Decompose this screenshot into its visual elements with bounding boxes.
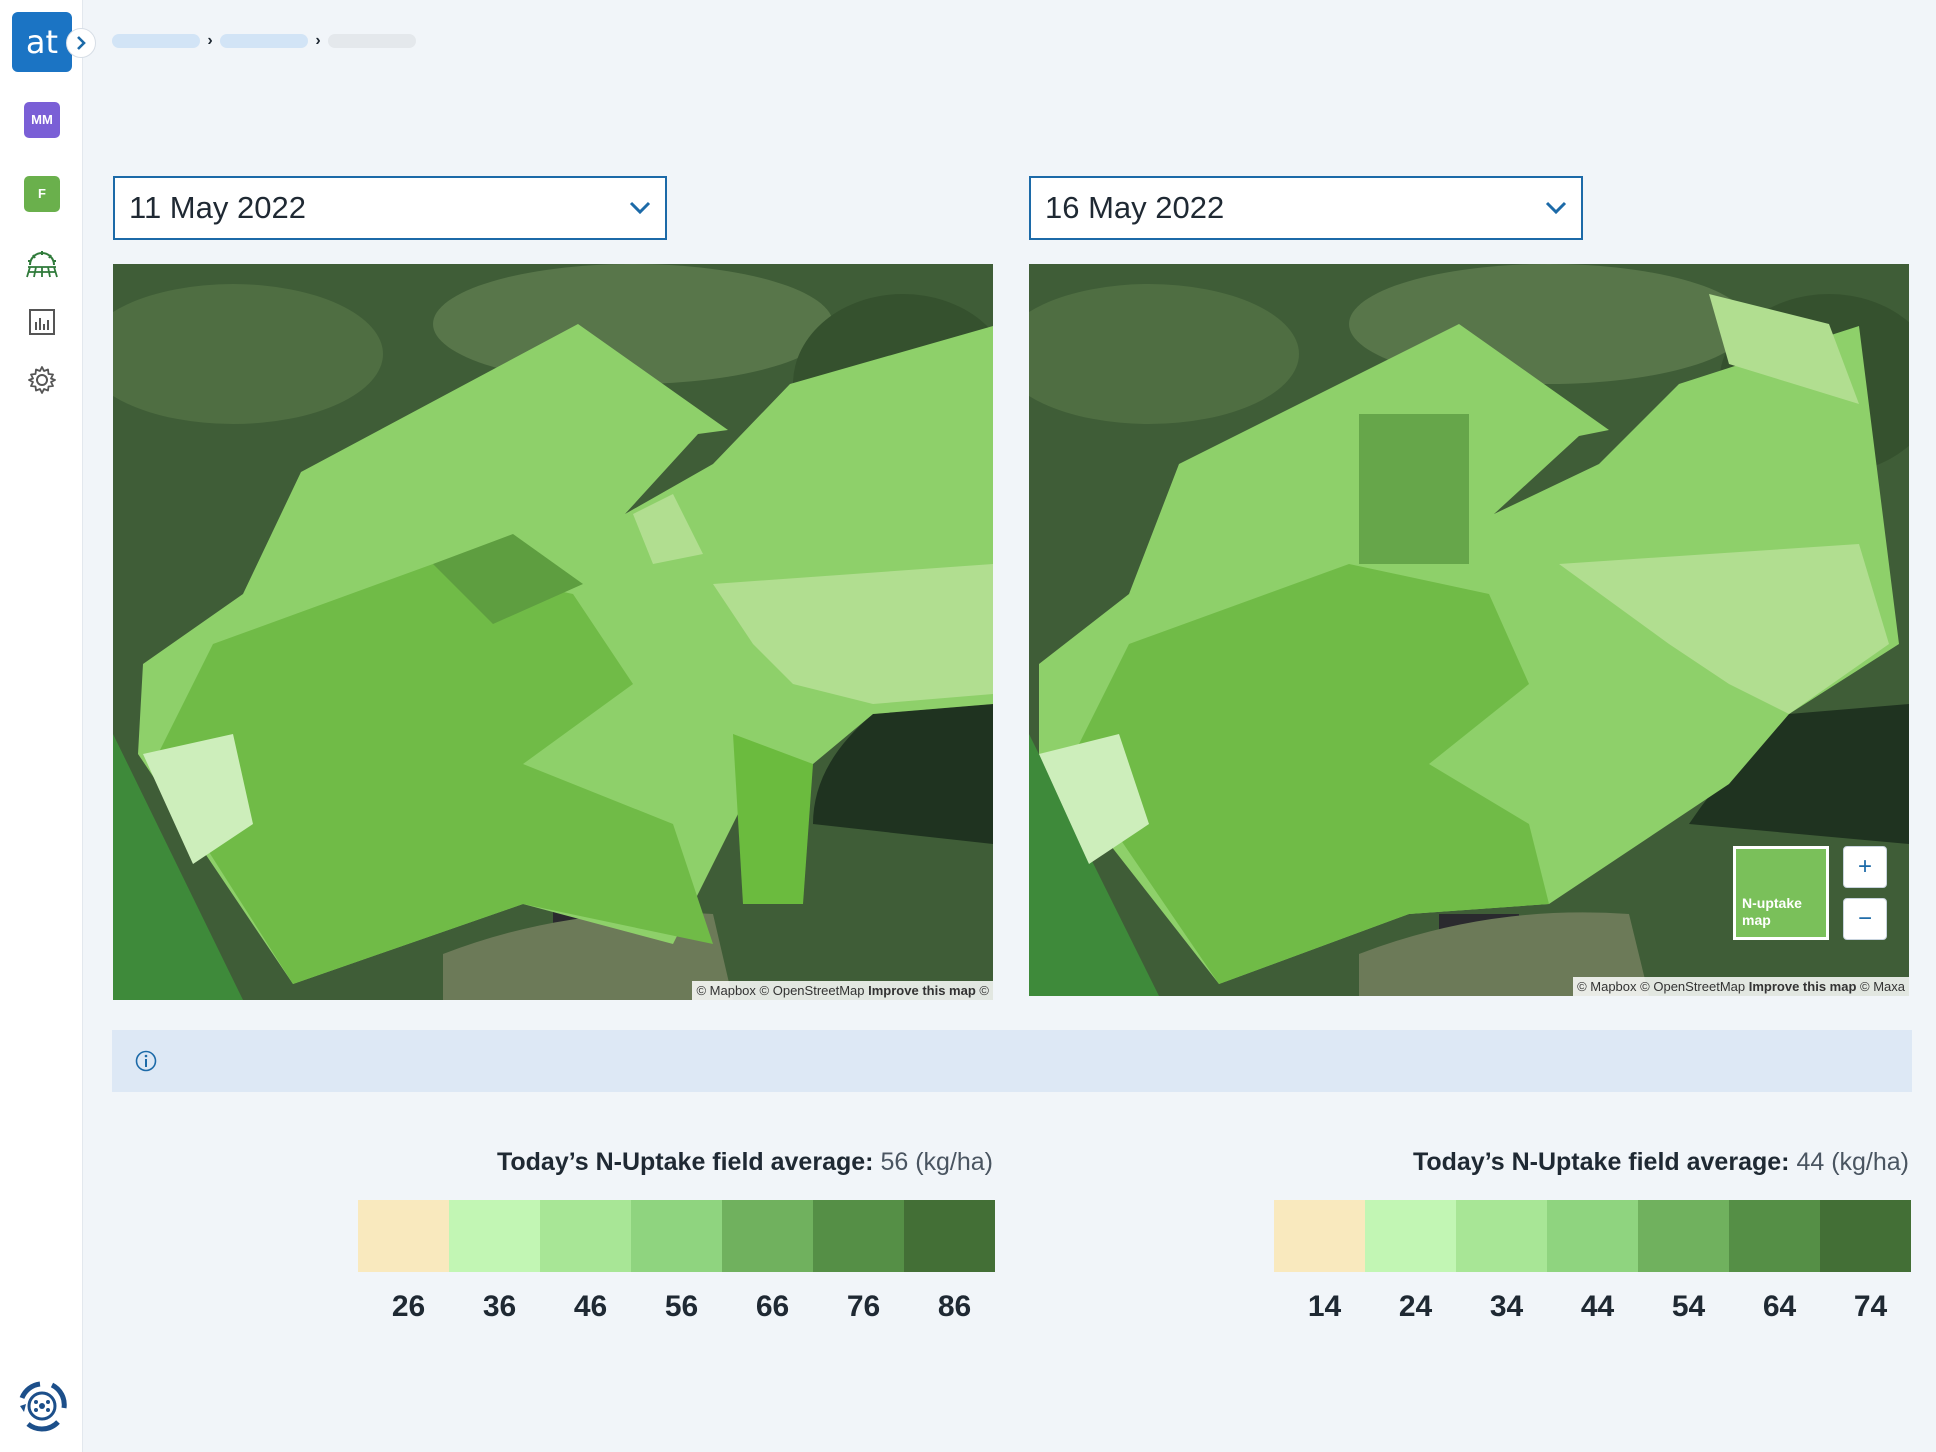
left-scale-ticks: 26 36 46 56 66 76 86: [363, 1290, 1000, 1324]
mapbox-credit[interactable]: © Mapbox: [696, 983, 756, 998]
scale-tick-label: 86: [937, 1290, 972, 1323]
scale-tick-label: 36: [482, 1290, 517, 1323]
chevron-down-icon: [1545, 201, 1567, 215]
scale-cell: [358, 1200, 449, 1272]
zoom-in-button[interactable]: +: [1843, 846, 1887, 888]
improve-map-link[interactable]: Improve this map: [868, 983, 976, 998]
scale-cell: [1638, 1200, 1729, 1272]
right-date-value: 16 May 2022: [1045, 190, 1225, 225]
left-map-attribution: © Mapbox © OpenStreetMap Improve this ma…: [692, 981, 993, 1000]
sidebar-item-fields[interactable]: [24, 246, 60, 282]
field-crop-icon: [26, 251, 58, 278]
left-n-uptake-map[interactable]: © Mapbox © OpenStreetMap Improve this ma…: [113, 264, 993, 1000]
chevron-down-icon: [629, 201, 651, 215]
right-average-value: 44 (kg/ha): [1796, 1148, 1909, 1176]
sidebar-item-reports[interactable]: [24, 304, 60, 340]
left-average-line: Today’s N-Uptake field average: 56 (kg/h…: [358, 1148, 993, 1177]
sidebar-item-farm[interactable]: F: [24, 176, 60, 212]
scale-cell: [449, 1200, 540, 1272]
chevron-right-icon: ›: [315, 32, 321, 49]
left-date-value: 11 May 2022: [129, 190, 306, 225]
osm-credit[interactable]: © OpenStreetMap: [759, 983, 865, 998]
scale-tick-label: 34: [1489, 1290, 1524, 1323]
app-logo[interactable]: at: [12, 12, 72, 72]
improve-map-link[interactable]: Improve this map: [1748, 979, 1857, 994]
left-map-canvas: [113, 264, 993, 1000]
scale-tick-label: 44: [1580, 1290, 1615, 1323]
scale-cell: [631, 1200, 722, 1272]
scale-cell: [1274, 1200, 1365, 1272]
right-scale-ticks: 14 24 34 44 54 64 74: [1279, 1290, 1916, 1324]
scale-tick-label: 46: [573, 1290, 608, 1323]
scale-tick-label: 74: [1853, 1290, 1888, 1323]
scale-cell: [540, 1200, 631, 1272]
zoom-out-button[interactable]: −: [1843, 898, 1887, 940]
right-average-label: Today’s N-Uptake field average:: [1412, 1148, 1790, 1176]
layer-switcher-label: N-uptake map: [1742, 895, 1802, 928]
scale-tick-label: 64: [1762, 1290, 1797, 1323]
breadcrumb-item-placeholder[interactable]: [112, 34, 200, 48]
chevron-right-icon: [77, 36, 86, 50]
scale-cell: [1729, 1200, 1820, 1272]
breadcrumb-item-placeholder: [328, 34, 416, 48]
scale-cell: [722, 1200, 813, 1272]
left-color-scale: [358, 1200, 995, 1272]
info-icon[interactable]: [134, 1049, 158, 1073]
scale-tick-label: 26: [391, 1290, 426, 1323]
left-average-value: 56 (kg/ha): [880, 1148, 993, 1176]
breadcrumb: › ›: [112, 32, 416, 49]
sidebar-expand-button[interactable]: [66, 28, 96, 58]
scale-tick-label: 66: [755, 1290, 790, 1323]
scale-cell: [1456, 1200, 1547, 1272]
left-average-label: Today’s N-Uptake field average:: [496, 1148, 874, 1176]
osm-credit[interactable]: © OpenStreetMap: [1640, 979, 1746, 994]
right-map-attribution: © Mapbox © OpenStreetMap Improve this ma…: [1573, 977, 1909, 996]
scale-cell: [1820, 1200, 1911, 1272]
scale-tick-label: 54: [1671, 1290, 1706, 1323]
right-map-canvas: [1029, 264, 1909, 996]
right-average-line: Today’s N-Uptake field average: 44 (kg/h…: [1274, 1148, 1909, 1177]
sidebar-item-settings[interactable]: [24, 362, 60, 398]
scale-tick-label: 24: [1398, 1290, 1433, 1323]
attribution-tail: ©: [979, 983, 989, 998]
breadcrumb-item-placeholder[interactable]: [220, 34, 308, 48]
scale-tick-label: 56: [664, 1290, 699, 1323]
left-date-select[interactable]: 11 May 2022: [113, 176, 667, 240]
right-date-select[interactable]: 16 May 2022: [1029, 176, 1583, 240]
scale-cell: [1547, 1200, 1638, 1272]
info-banner: [112, 1030, 1912, 1092]
attribution-tail: © Maxa: [1860, 979, 1905, 994]
sidebar: at MM F: [0, 0, 96, 1452]
chart-icon: [29, 309, 55, 335]
scale-cell: [1365, 1200, 1456, 1272]
scale-tick-label: 14: [1307, 1290, 1342, 1323]
gear-icon: [28, 366, 56, 394]
right-n-uptake-map[interactable]: N-uptake map + − © Mapbox © OpenStreetMa…: [1029, 264, 1909, 996]
chevron-right-icon: ›: [207, 32, 213, 49]
scale-tick-label: 76: [846, 1290, 881, 1323]
scale-cell: [904, 1200, 995, 1272]
tractor-wheel-logo-icon: [12, 1376, 72, 1436]
scale-cell: [813, 1200, 904, 1272]
right-color-scale: [1274, 1200, 1911, 1272]
mapbox-credit[interactable]: © Mapbox: [1577, 979, 1637, 994]
layer-switcher-thumbnail[interactable]: N-uptake map: [1733, 846, 1829, 940]
sidebar-item-organization[interactable]: MM: [24, 102, 60, 138]
